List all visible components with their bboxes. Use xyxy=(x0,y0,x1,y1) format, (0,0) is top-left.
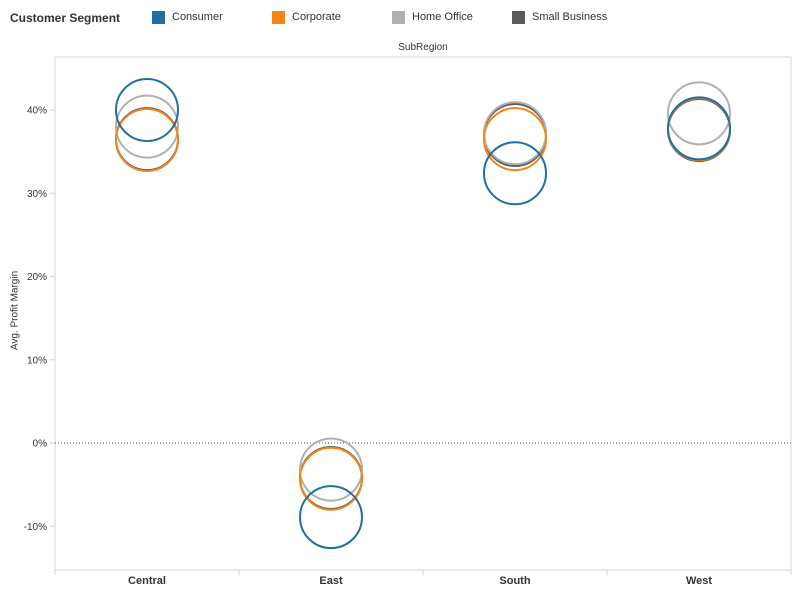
legend-title: Customer Segment xyxy=(10,11,121,25)
legend-item-home-office[interactable]: Home Office xyxy=(392,9,473,25)
x-category-label: South xyxy=(499,575,530,587)
x-axis: Central East South West xyxy=(54,570,792,587)
y-tick-label: 10% xyxy=(27,355,47,366)
legend-label: Corporate xyxy=(292,11,341,23)
x-category-label: Central xyxy=(128,575,166,587)
y-tick-label: 20% xyxy=(27,272,47,283)
y-tick-label: 30% xyxy=(27,189,47,200)
small-business-swatch-icon xyxy=(512,10,525,24)
x-category-label: East xyxy=(319,575,343,587)
legend-label: Small Business xyxy=(532,11,608,23)
legend-item-small-business[interactable]: Small Business xyxy=(512,9,607,25)
home-office-swatch-icon xyxy=(392,10,405,24)
data-point-circle[interactable] xyxy=(115,94,179,159)
data-point-circle[interactable] xyxy=(667,81,731,146)
legend-label: Home Office xyxy=(412,11,473,23)
corporate-swatch-icon xyxy=(272,10,285,24)
data-point-circle[interactable] xyxy=(483,107,547,172)
data-point-circle[interactable] xyxy=(483,101,547,166)
y-tick-label: 0% xyxy=(33,439,48,450)
data-point-circle[interactable] xyxy=(483,141,547,206)
data-point-circle[interactable] xyxy=(299,446,363,511)
y-tick-label: 40% xyxy=(27,106,47,117)
column-header: SubRegion xyxy=(398,42,448,53)
legend-label: Consumer xyxy=(172,11,223,23)
y-tick-label: -10% xyxy=(24,522,47,533)
data-point-circle[interactable] xyxy=(667,96,731,161)
consumer-swatch-icon xyxy=(152,10,165,24)
legend-item-consumer[interactable]: Consumer xyxy=(152,9,223,25)
data-point-circle[interactable] xyxy=(299,485,363,550)
data-point-circle[interactable] xyxy=(299,437,363,502)
data-point-circle[interactable] xyxy=(115,78,179,142)
legend-item-corporate[interactable]: Corporate xyxy=(272,9,341,25)
data-marks xyxy=(115,78,731,550)
x-category-label: West xyxy=(686,575,712,587)
data-point-circle[interactable] xyxy=(115,107,179,172)
y-axis: 40% 30% 20% 10% 0% -10% xyxy=(24,106,791,533)
